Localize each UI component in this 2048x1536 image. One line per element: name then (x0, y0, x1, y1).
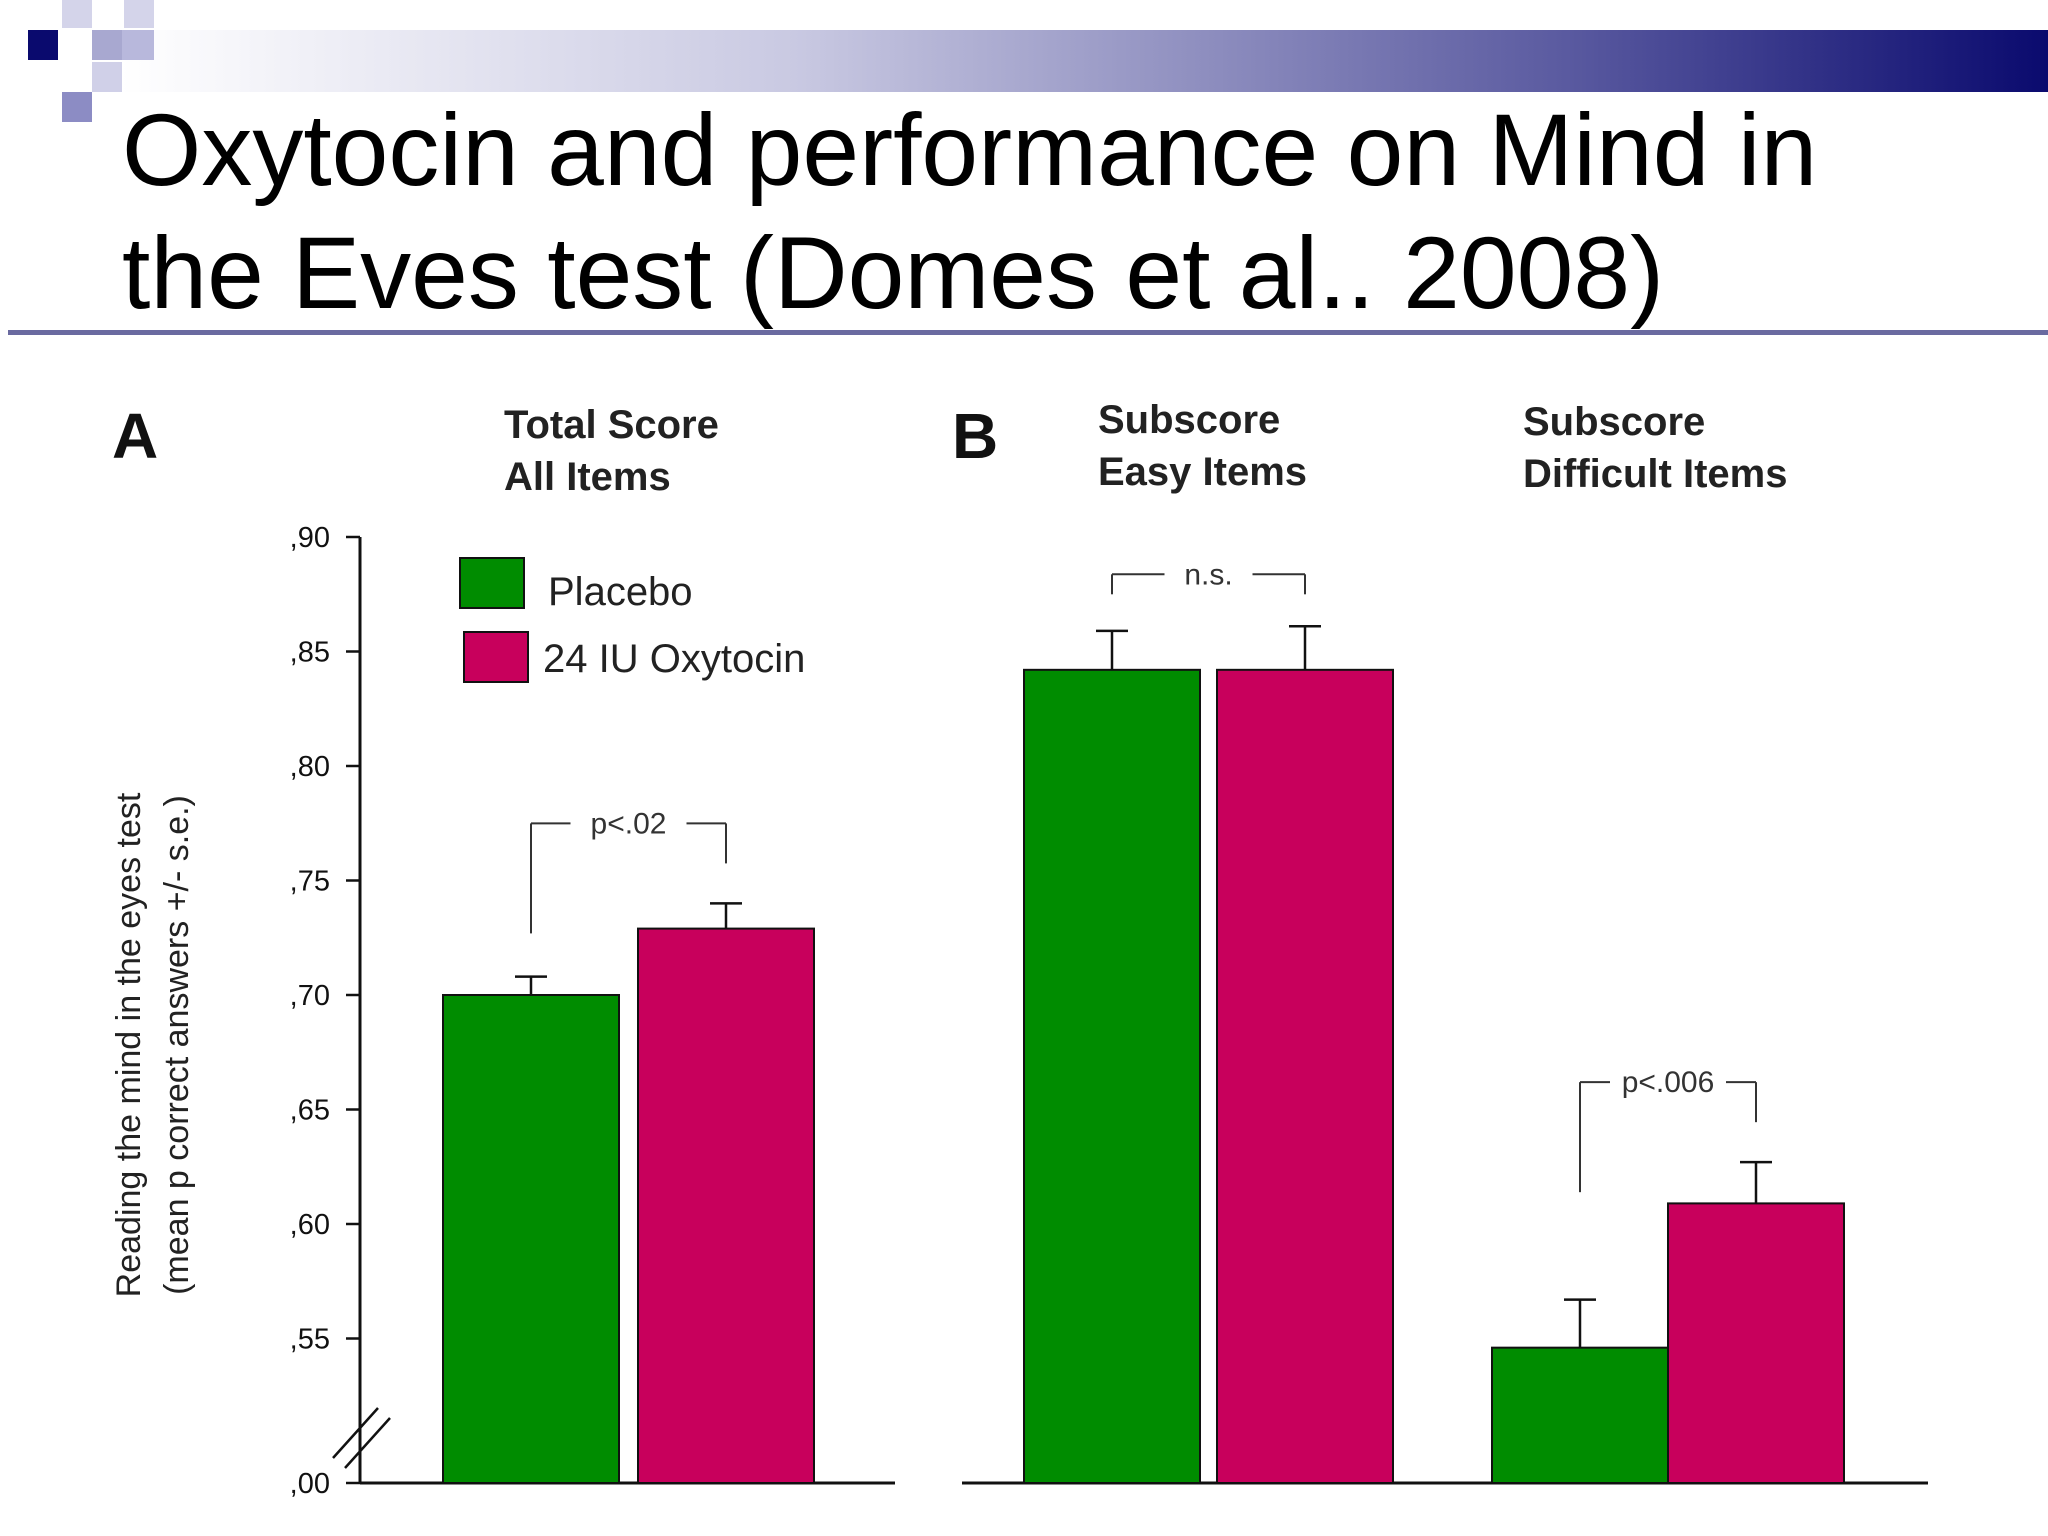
significance-label-difficult: p<.006 (1622, 1066, 1715, 1099)
bar-total-oxytocin (637, 927, 815, 1484)
deco-square-mid-1 (92, 30, 122, 60)
axis-break-mark-2 (344, 1417, 391, 1469)
deco-square-light-3 (92, 62, 122, 92)
y-axis: ,90 ,85 ,80 ,75 ,70 ,65 ,60 ,55 ,00 (290, 522, 391, 1500)
deco-square-mid-2 (122, 30, 154, 60)
bar-difficult-placebo (1491, 1346, 1669, 1485)
y-axis-label: Reading the mind in the eyes test (mean … (110, 792, 196, 1297)
header-decoration (28, 0, 2048, 122)
legend-swatch-oxytocin (463, 631, 529, 683)
y-tick-label: ,00 (290, 1468, 330, 1500)
y-tick-label: ,75 (290, 866, 330, 898)
y-tick-label: ,80 (290, 751, 330, 783)
panel-b-letter: B (952, 400, 998, 472)
group-easy-heading-line-1: Subscore (1098, 398, 1280, 442)
y-tick-label: ,90 (290, 522, 330, 554)
bar-total-placebo (442, 994, 620, 1484)
group-difficult-heading-line-1: Subscore (1523, 400, 1705, 444)
group-total-heading-line-1: Total Score (504, 403, 719, 447)
axis-break-mark-1 (332, 1407, 379, 1459)
deco-square-light-1 (62, 0, 92, 28)
bar-easy-oxytocin (1216, 668, 1394, 1484)
y-tick-label: ,85 (290, 637, 330, 669)
deco-square-light-2 (124, 0, 154, 28)
y-axis-label-line-2: (mean p correct answers +/- s.e.) (158, 795, 196, 1295)
slide-title-line-1: Oxytocin and performance on Mind in (122, 93, 1817, 207)
legend-label-placebo: Placebo (548, 570, 693, 614)
legend: Placebo 24 IU Oxytocin (459, 557, 805, 683)
group-total-heading-line-2: All Items (504, 455, 671, 499)
group-easy-heading-line-2: Easy Items (1098, 450, 1307, 494)
group-difficult-heading-line-2: Difficult Items (1523, 452, 1787, 496)
deco-square-mid-3 (62, 92, 92, 122)
header-gradient-band (120, 30, 2048, 92)
chart-marks: p<.02 n.s. p<.006 (442, 558, 1845, 1485)
bar-difficult-oxytocin (1667, 1202, 1845, 1484)
y-tick-label: ,70 (290, 980, 330, 1012)
y-tick-label: ,55 (290, 1324, 330, 1356)
y-tick-label: ,65 (290, 1095, 330, 1127)
title-rule (8, 330, 2048, 335)
deco-square-dark (28, 30, 58, 60)
y-axis-label-line-1: Reading the mind in the eyes test (110, 792, 148, 1297)
y-tick-label: ,60 (290, 1209, 330, 1241)
slide-title-line-2: the Eves test (Domes et al.. 2008) (122, 216, 1664, 330)
significance-label-easy: n.s. (1184, 558, 1232, 591)
significance-label-total: p<.02 (591, 807, 667, 840)
panel-a-letter: A (112, 400, 158, 472)
legend-label-oxytocin: 24 IU Oxytocin (543, 637, 805, 681)
bar-easy-placebo (1023, 668, 1201, 1484)
legend-swatch-placebo (459, 557, 525, 609)
